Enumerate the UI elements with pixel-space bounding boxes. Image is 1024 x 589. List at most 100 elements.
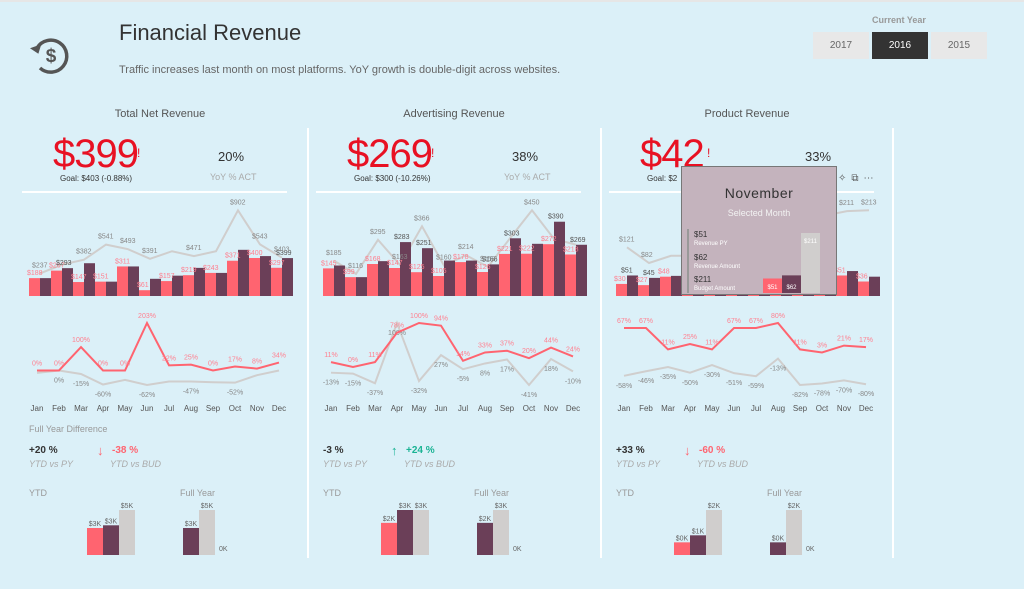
- data-label: 94%: [434, 316, 448, 323]
- bar-revenue-amount: [238, 249, 249, 296]
- x-axis-label: Oct: [229, 404, 242, 413]
- data-label: $272: [541, 236, 557, 243]
- data-label: $30: [614, 276, 626, 283]
- tooltip-bar: [782, 275, 801, 293]
- bar-revenue-py: [271, 267, 282, 296]
- x-axis-label: Nov: [250, 404, 264, 413]
- full-year-difference-label: Full Year Difference: [29, 424, 108, 434]
- tooltip-chart: $51 $62 $211: [763, 233, 820, 293]
- tooltip: November Selected Month $51 Revenue PY $…: [681, 166, 837, 295]
- data-label: 22%: [162, 355, 176, 362]
- data-label: -35%: [660, 374, 676, 381]
- year-button-2015[interactable]: 2015: [931, 32, 987, 59]
- ytd-bar: [397, 510, 413, 555]
- data-label: $3K: [185, 521, 198, 528]
- ytd-vs-bud-label: YTD vs BUD: [697, 459, 749, 469]
- bar-revenue-amount: [378, 261, 389, 296]
- full-year-bar-chart: $3K $5K 0K: [183, 503, 228, 555]
- yoy-bud-line: [36, 369, 280, 387]
- x-axis-label: Aug: [184, 404, 198, 413]
- data-label: 24%: [566, 346, 580, 353]
- data-label: 100%: [410, 313, 428, 320]
- bar-revenue-amount: [334, 265, 345, 296]
- data-label: 8%: [252, 359, 262, 366]
- bar-revenue-py: [858, 281, 869, 296]
- data-label: $3K: [105, 518, 118, 525]
- x-axis-label: Apr: [391, 404, 404, 413]
- data-label: 21%: [837, 336, 851, 343]
- data-label: $62: [786, 285, 797, 291]
- kpi-goal: Goal: $300 (-10.26%): [354, 174, 431, 183]
- bar-revenue-py: [205, 272, 216, 296]
- data-label: $221: [497, 246, 513, 253]
- data-label: $0K: [676, 535, 689, 542]
- monthly-combo-chart: $188$237 $267$293 $147 $382 $151 $541 $311 $493…: [27, 199, 293, 296]
- data-label: $403: [274, 247, 290, 254]
- data-label: $295: [370, 229, 386, 236]
- tooltip-label: Budget Amount: [694, 286, 736, 292]
- full-year-label: Full Year: [180, 488, 216, 498]
- data-label: $121: [619, 236, 635, 243]
- yoy-act-line: [37, 320, 280, 372]
- data-label: 11%: [705, 339, 719, 346]
- ytd-bar-chart: $2K$3K $3K: [381, 503, 429, 555]
- bar-revenue-amount: [576, 244, 587, 296]
- data-label: 17%: [228, 357, 242, 364]
- data-label: $51: [767, 285, 778, 291]
- data-label: $36: [856, 274, 868, 281]
- monthly-combo-chart: $145 $185 $99$116$168 $295 $147 $283 $163$125 $…: [321, 199, 587, 296]
- data-label: $185: [326, 250, 342, 257]
- data-label: $99: [343, 269, 355, 276]
- ytd-vs-py-label: YTD vs PY: [323, 459, 368, 469]
- year-button-2017[interactable]: 2017: [813, 32, 869, 59]
- more-options-icon[interactable]: ⋯: [863, 173, 874, 184]
- bar-revenue-amount: [260, 256, 271, 296]
- data-label: 0%: [208, 360, 218, 367]
- ytd-vs-bud-label: YTD vs BUD: [110, 459, 162, 469]
- data-label: -5%: [457, 376, 469, 383]
- data-label: 17%: [500, 366, 514, 373]
- data-label: -51%: [726, 380, 742, 387]
- data-label: $163: [392, 254, 408, 261]
- data-label: 67%: [727, 318, 741, 325]
- data-label: 37%: [500, 341, 514, 348]
- data-label: -46%: [638, 378, 654, 385]
- bar-revenue-amount: [356, 277, 367, 296]
- bar-revenue-py: [455, 262, 466, 296]
- x-axis-label: Nov: [837, 404, 851, 413]
- bar-revenue-py: [139, 290, 150, 296]
- panel-total-net-revenue: Total Net Revenue $399! Goal: $403 (-0.88%…: [15, 100, 305, 570]
- data-label: 203%: [138, 313, 156, 320]
- kpi-alert-icon: !: [137, 146, 141, 160]
- data-label: 0%: [54, 377, 64, 384]
- x-axis-label: Dec: [859, 404, 873, 413]
- bar-revenue-py: [411, 272, 422, 296]
- tooltip-subtitle: Selected Month: [727, 208, 791, 218]
- kpi-alert-icon: !: [707, 146, 711, 160]
- kpi-yoy-value: 20%: [218, 149, 245, 164]
- year-button-2016[interactable]: 2016: [872, 32, 928, 59]
- bar-revenue-amount: [510, 238, 521, 296]
- full-year-bar: [199, 510, 215, 555]
- bar-revenue-amount: [216, 272, 227, 296]
- data-label: $147: [71, 274, 87, 281]
- ytd-bar: [413, 510, 429, 555]
- panel-divider: [307, 128, 309, 558]
- ytd-vs-bud-value: -60 %: [699, 445, 726, 456]
- bar-revenue-amount: [466, 260, 477, 296]
- ytd-vs-py-value: +33 %: [616, 445, 645, 456]
- data-label: 17%: [859, 337, 873, 344]
- pin-icon[interactable]: ✧: [838, 173, 847, 184]
- ytd-bar-chart: $3K $3K $5K: [87, 503, 135, 555]
- data-label: $2K: [479, 516, 492, 523]
- data-label: $543: [252, 233, 268, 240]
- x-axis-label: May: [117, 404, 132, 413]
- kpi-yoy-value: 38%: [512, 149, 539, 164]
- ytd-bar: [87, 528, 103, 555]
- svg-text:$: $: [46, 46, 57, 67]
- x-axis-label: Feb: [346, 404, 360, 413]
- focus-mode-icon[interactable]: ⧉: [851, 173, 859, 184]
- ytd-label: YTD: [323, 488, 341, 498]
- data-label: $157: [159, 273, 175, 280]
- top-border: [0, 0, 1024, 2]
